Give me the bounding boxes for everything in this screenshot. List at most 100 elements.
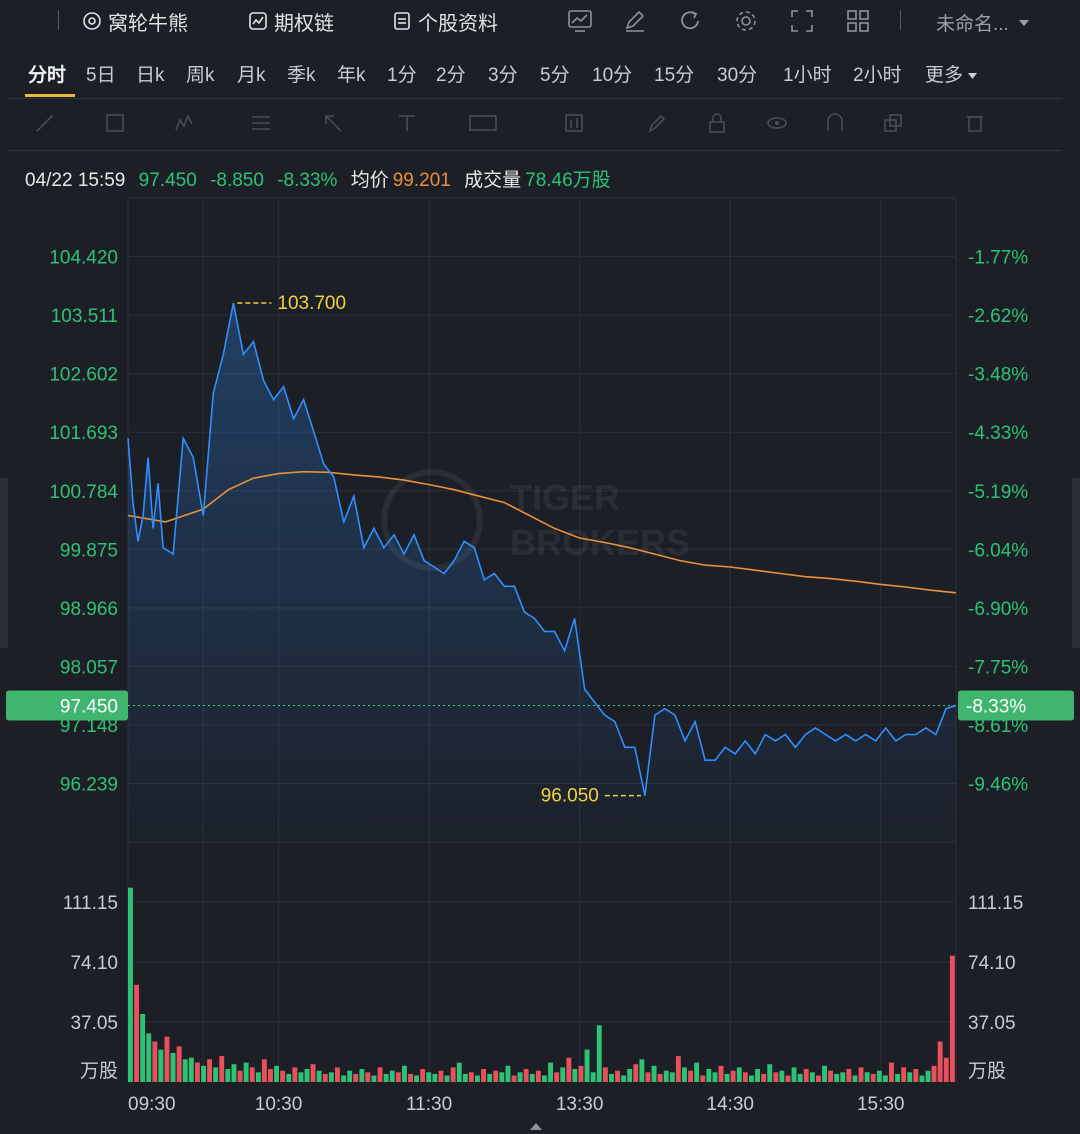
left-panel-handle[interactable] [0, 478, 8, 648]
trend-line-icon[interactable] [34, 112, 56, 134]
tab-1min[interactable]: 1分 [387, 65, 417, 86]
volume-bar [937, 1041, 943, 1082]
quote-change-pct: -8.33% [277, 170, 338, 191]
right-panel-handle[interactable] [1072, 478, 1080, 648]
volume-bar [919, 1075, 925, 1082]
volume-bar [736, 1067, 742, 1082]
price-tick-label: 98.057 [60, 657, 118, 678]
stock-info-button[interactable]: 个股资料 [392, 7, 498, 35]
eye-icon[interactable] [766, 112, 788, 134]
volume-bar [316, 1070, 322, 1082]
tab-quarter-k[interactable]: 季k [287, 65, 316, 86]
price-tick-label: 96.239 [60, 774, 118, 795]
tab-15min[interactable]: 15分 [654, 65, 695, 86]
tab-2hour[interactable]: 2小时 [853, 65, 902, 86]
volume-bar [816, 1075, 821, 1082]
tab-year-k[interactable]: 年k [337, 65, 366, 86]
option-chain-button[interactable]: 期权链 [248, 7, 334, 35]
chevron-down-icon [1018, 19, 1029, 26]
quote-price: 97.450 [138, 170, 197, 191]
volume-bar [243, 1062, 249, 1082]
volume-bar [895, 1073, 900, 1082]
tab-day-k[interactable]: 日k [136, 65, 165, 86]
tab-5min[interactable]: 5分 [540, 65, 570, 86]
volume-bar [749, 1075, 754, 1082]
tab-3min[interactable]: 3分 [488, 65, 518, 86]
lock-icon[interactable] [706, 112, 728, 134]
tab-5day[interactable]: 5日 [86, 65, 116, 86]
toolbar-separator [58, 10, 59, 30]
warrant-label: 窝轮牛熊 [108, 12, 188, 35]
document-icon [394, 12, 410, 30]
volume-bar [809, 1072, 815, 1082]
fibonacci-tool-icon[interactable] [250, 112, 272, 134]
refresh-icon[interactable] [677, 8, 703, 34]
settings-icon[interactable] [733, 8, 759, 34]
volume-bar [395, 1072, 401, 1082]
tab-month-k[interactable]: 月k [237, 65, 266, 86]
tab-30min[interactable]: 30分 [717, 65, 758, 86]
volume-bar [377, 1067, 383, 1082]
volume-bar [682, 1067, 687, 1082]
tab-intraday[interactable]: 分时 [28, 65, 67, 86]
volume-tick-label: 74.10 [968, 953, 1016, 974]
tab-week-k[interactable]: 周k [186, 65, 215, 86]
volume-bar [913, 1069, 919, 1082]
volume-bar [420, 1069, 426, 1082]
volume-bar [724, 1073, 730, 1082]
rectangle-tool-icon[interactable] [104, 112, 126, 134]
volume-bar [487, 1073, 493, 1082]
volume-bar [511, 1075, 517, 1082]
warrant-button[interactable]: 窝轮牛熊 [82, 7, 188, 35]
text-tool-icon[interactable] [396, 112, 418, 134]
volume-bar [840, 1072, 846, 1082]
volume-bar [925, 1070, 931, 1082]
volume-bar [134, 984, 139, 1082]
wave-tool-icon[interactable] [174, 112, 196, 134]
brush-tool-icon[interactable] [646, 112, 668, 134]
fullscreen-icon[interactable] [789, 8, 815, 34]
toolbar-separator [900, 10, 901, 30]
volume-bar [578, 1065, 584, 1082]
option-chain-label: 期权链 [274, 12, 334, 35]
volume-bar [627, 1069, 633, 1082]
magnet-icon[interactable] [824, 112, 846, 134]
current-pct-badge [958, 690, 1074, 721]
price-line [127, 302, 957, 796]
volume-tick-label: 37.05 [968, 1013, 1016, 1034]
price-area [128, 303, 956, 842]
volume-bar [706, 1069, 712, 1082]
volume-bar [402, 1065, 407, 1082]
layout-grid-icon[interactable] [845, 8, 871, 34]
draw-icon[interactable] [622, 8, 648, 34]
volume-bar [803, 1069, 809, 1082]
tab-1hour[interactable]: 1小时 [783, 65, 832, 86]
chevron-down-icon [968, 72, 978, 79]
volume-bar [505, 1065, 511, 1082]
watermark: TIGER BROKERS [381, 469, 690, 571]
tab-10min[interactable]: 10分 [592, 65, 633, 86]
volume-bar [261, 1059, 267, 1082]
layout-selector[interactable]: 未命名... [936, 9, 1029, 36]
volume-bar [755, 1069, 760, 1082]
tab-more[interactable]: 更多 [925, 60, 978, 87]
volume-bar [304, 1069, 310, 1082]
copy-icon[interactable] [882, 112, 904, 134]
pct-tick-label: -2.62% [968, 306, 1028, 327]
chart-style-icon[interactable] [567, 8, 593, 34]
arrow-tool-icon[interactable] [322, 112, 344, 134]
bar-tool-icon[interactable] [563, 112, 585, 134]
tab-2min[interactable]: 2分 [436, 65, 466, 86]
quote-datetime: 04/22 15:59 [25, 170, 126, 191]
label-tool-icon[interactable] [468, 112, 498, 134]
current-price-label: 97.450 [60, 696, 118, 717]
pct-tick-label: -5.19% [968, 482, 1028, 503]
volume-bar [152, 1041, 158, 1082]
volume-bar [353, 1073, 359, 1082]
volume-bar [663, 1070, 669, 1082]
current-price-badge [6, 690, 128, 721]
high-price-label: 103.700 [277, 293, 346, 314]
trash-icon[interactable] [964, 112, 986, 134]
volume-bar [237, 1070, 243, 1082]
volume-bar [176, 1046, 182, 1082]
